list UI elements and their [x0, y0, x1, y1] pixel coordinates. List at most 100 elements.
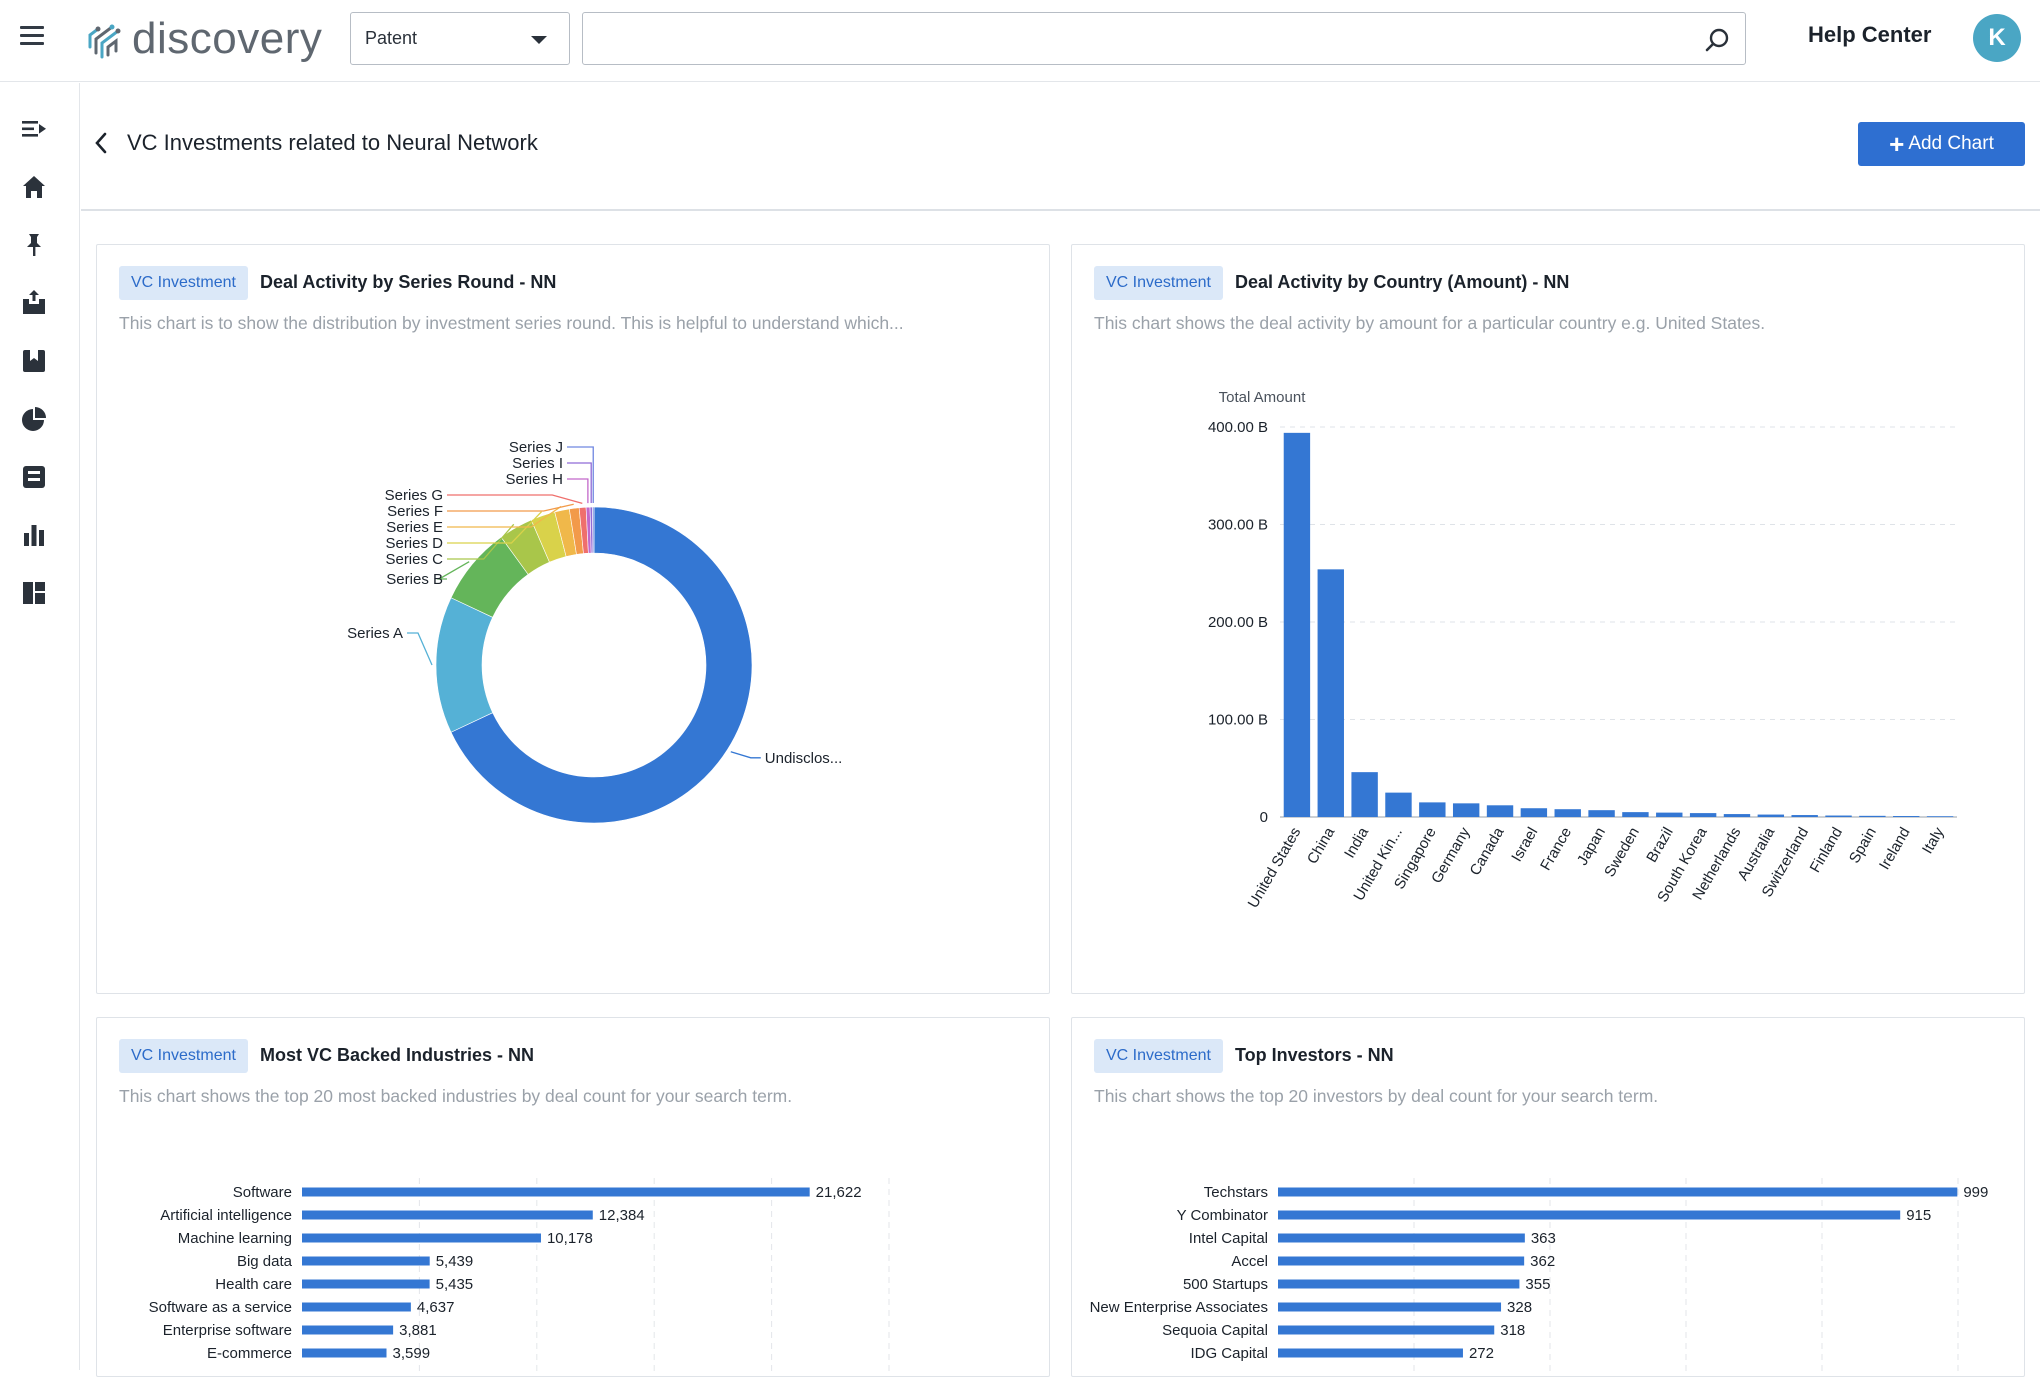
y-axis-title: Total Amount [1219, 389, 1307, 406]
category-label: Software [233, 1184, 292, 1201]
inbox-icon[interactable] [20, 289, 48, 317]
category-label: IDG Capital [1190, 1345, 1268, 1362]
bar [1588, 810, 1614, 817]
x-tick-label: Finland [1807, 825, 1846, 876]
y-tick-label: 0 [1260, 809, 1268, 826]
page-title: VC Investments related to Neural Network [127, 130, 538, 156]
value-label: 21,622 [816, 1184, 862, 1201]
chart-card-industries: VC Investment Most VC Backed Industries … [96, 1017, 1050, 1377]
side-nav [0, 83, 80, 1370]
bar [1521, 808, 1547, 817]
value-label: 362 [1530, 1253, 1555, 1270]
slice-label: Series A [347, 625, 403, 642]
bar-chart-icon[interactable] [20, 521, 48, 549]
leader-line [731, 752, 761, 758]
bar [1893, 816, 1919, 817]
back-icon[interactable] [90, 130, 112, 156]
add-chart-button[interactable]: + Add Chart [1858, 122, 2025, 166]
bar [1278, 1280, 1519, 1289]
help-center-link[interactable]: Help Center [1808, 22, 1931, 48]
x-tick-label: Ireland [1876, 825, 1914, 873]
industries-bar-chart: Software21,622Artificial intelligence12,… [97, 1018, 1051, 1371]
bar [1284, 433, 1310, 817]
bar [1791, 815, 1817, 817]
value-label: 5,439 [436, 1253, 474, 1270]
value-label: 10,178 [547, 1230, 593, 1247]
logo[interactable]: discovery [84, 14, 322, 64]
logo-text: discovery [132, 14, 322, 64]
category-label: Y Combinator [1177, 1207, 1268, 1224]
bookmark-icon[interactable] [20, 347, 48, 375]
country-bar-chart: Total Amount0100.00 B200.00 B300.00 B400… [1072, 245, 2026, 995]
dashboard-icon[interactable] [20, 579, 48, 607]
bar [1318, 569, 1344, 817]
value-label: 318 [1500, 1322, 1525, 1339]
slice-label: Series H [505, 471, 563, 488]
category-label: Artificial intelligence [160, 1207, 292, 1224]
bar [1278, 1303, 1501, 1312]
collapse-icon[interactable] [20, 115, 48, 143]
slice-label: Series E [386, 519, 443, 536]
pin-icon[interactable] [20, 231, 48, 259]
leader-line [447, 495, 582, 503]
bar [1690, 813, 1716, 817]
category-label: Intel Capital [1189, 1230, 1268, 1247]
bar [302, 1349, 387, 1358]
category-label: 500 Startups [1183, 1276, 1268, 1293]
leader-line [407, 633, 432, 665]
value-label: 272 [1469, 1345, 1494, 1362]
x-tick-label: United States [1245, 825, 1305, 911]
search-input[interactable] [583, 13, 1745, 64]
value-label: 4,637 [417, 1299, 455, 1316]
plus-icon: + [1889, 131, 1904, 157]
slice-label: Undisclos... [765, 750, 843, 767]
value-label: 363 [1531, 1230, 1556, 1247]
search-type-select[interactable]: Patent [350, 12, 570, 65]
value-label: 999 [1963, 1184, 1988, 1201]
x-tick-label: Spain [1846, 825, 1880, 867]
category-label: Big data [237, 1253, 293, 1270]
category-label: Machine learning [178, 1230, 292, 1247]
category-label: Enterprise software [163, 1322, 292, 1339]
bar [1859, 816, 1885, 817]
value-label: 3,599 [393, 1345, 431, 1362]
menu-icon[interactable] [20, 26, 44, 48]
bar [1278, 1349, 1463, 1358]
x-tick-label: China [1304, 824, 1339, 867]
chart-card-investors: VC Investment Top Investors - NN This ch… [1071, 1017, 2025, 1377]
bar [1351, 772, 1377, 817]
category-label: Techstars [1204, 1184, 1268, 1201]
x-tick-label: Italy [1919, 824, 1948, 857]
x-tick-label: Japan [1574, 825, 1609, 869]
bar [1622, 812, 1648, 817]
x-tick-label: France [1537, 825, 1575, 874]
search-box [582, 12, 1746, 65]
category-label: Sequoia Capital [1162, 1322, 1268, 1339]
donut-slice [436, 598, 493, 733]
bar [1278, 1257, 1524, 1266]
investors-bar-chart: Techstars999Y Combinator915Intel Capital… [1072, 1018, 2026, 1371]
x-tick-label: Canada [1466, 824, 1507, 879]
save-icon[interactable] [20, 463, 48, 491]
logo-icon [84, 17, 124, 61]
top-bar: discovery Patent Help Center K [0, 0, 2040, 82]
category-label: New Enterprise Associates [1090, 1299, 1268, 1316]
bar [302, 1211, 593, 1220]
home-icon[interactable] [20, 173, 48, 201]
avatar[interactable]: K [1973, 14, 2021, 62]
chart-card-series-round: VC Investment Deal Activity by Series Ro… [96, 244, 1050, 994]
bar [1758, 815, 1784, 817]
bar [1656, 813, 1682, 817]
category-label: Accel [1231, 1253, 1268, 1270]
y-tick-label: 400.00 B [1208, 419, 1268, 436]
search-icon[interactable] [1703, 26, 1731, 54]
bar [1419, 802, 1445, 817]
slice-label: Series C [385, 551, 443, 568]
bar [1555, 809, 1581, 817]
pie-chart-icon[interactable] [20, 405, 48, 433]
add-chart-label: Add Chart [1908, 133, 1994, 155]
x-tick-label: Brazil [1643, 825, 1676, 866]
value-label: 328 [1507, 1299, 1532, 1316]
value-label: 355 [1525, 1276, 1550, 1293]
y-tick-label: 200.00 B [1208, 614, 1268, 631]
